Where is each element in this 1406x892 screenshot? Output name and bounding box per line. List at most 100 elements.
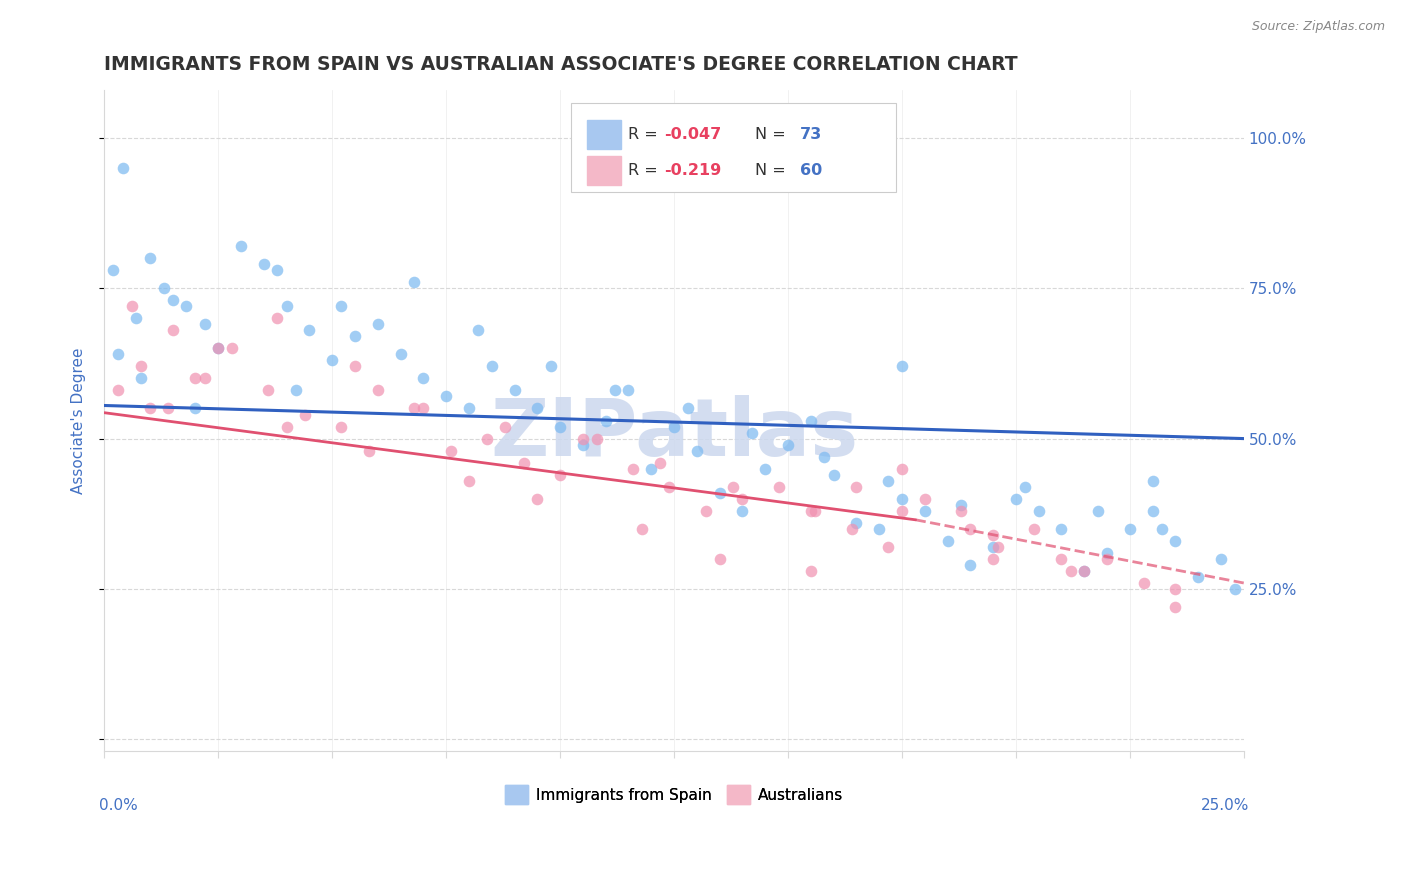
Point [1073, 564, 1095, 578]
Point [276, 419, 298, 434]
Point [266, 263, 288, 277]
Point [813, 450, 835, 464]
Point [981, 528, 1004, 542]
Point [193, 371, 215, 385]
Point [152, 281, 174, 295]
Point [1119, 522, 1142, 536]
Point [157, 401, 180, 416]
Point [321, 353, 343, 368]
Point [741, 425, 763, 440]
Text: 60: 60 [800, 163, 823, 178]
Point [367, 384, 389, 398]
Point [512, 456, 534, 470]
Point [890, 461, 912, 475]
Point [440, 443, 463, 458]
Point [357, 443, 380, 458]
Point [731, 491, 754, 506]
Point [914, 491, 936, 506]
Point [1059, 564, 1081, 578]
Point [1187, 570, 1209, 584]
Point [548, 467, 571, 482]
Point [804, 504, 827, 518]
Point [662, 419, 685, 434]
Point [914, 504, 936, 518]
Point [709, 485, 731, 500]
Point [776, 437, 799, 451]
Point [1095, 546, 1118, 560]
Point [129, 371, 152, 385]
Point [890, 491, 912, 506]
Point [1223, 582, 1246, 596]
Point [877, 540, 900, 554]
Point [658, 480, 681, 494]
Point [1132, 576, 1154, 591]
Point [107, 384, 129, 398]
Point [800, 564, 823, 578]
FancyBboxPatch shape [586, 120, 621, 149]
Text: N =: N = [755, 163, 790, 178]
Point [754, 461, 776, 475]
Legend: Immigrants from Spain, Australians: Immigrants from Spain, Australians [499, 780, 849, 810]
Point [631, 522, 654, 536]
Point [458, 401, 481, 416]
Point [103, 263, 125, 277]
Point [1150, 522, 1173, 536]
Y-axis label: Associate's Degree: Associate's Degree [72, 347, 86, 494]
Point [800, 504, 823, 518]
Point [298, 323, 321, 337]
Point [1164, 582, 1187, 596]
Point [959, 522, 981, 536]
Text: -0.047: -0.047 [665, 127, 721, 142]
Text: R =: R = [628, 163, 664, 178]
Point [950, 504, 973, 518]
Point [981, 552, 1004, 566]
Point [676, 401, 699, 416]
Point [184, 371, 207, 385]
Point [266, 311, 288, 326]
Point [1142, 474, 1164, 488]
Point [868, 522, 890, 536]
Point [686, 443, 709, 458]
Point [125, 311, 148, 326]
Text: 0.0%: 0.0% [98, 797, 138, 813]
Text: Source: ZipAtlas.com: Source: ZipAtlas.com [1251, 20, 1385, 33]
Point [412, 401, 434, 416]
Point [193, 318, 215, 332]
Point [1164, 533, 1187, 548]
Point [572, 437, 595, 451]
Point [494, 419, 516, 434]
Point [585, 432, 607, 446]
Point [540, 359, 562, 374]
Point [207, 341, 229, 355]
Point [890, 359, 912, 374]
Text: -0.219: -0.219 [665, 163, 721, 178]
Point [257, 384, 280, 398]
Text: IMMIGRANTS FROM SPAIN VS AUSTRALIAN ASSOCIATE'S DEGREE CORRELATION CHART: IMMIGRANTS FROM SPAIN VS AUSTRALIAN ASSO… [104, 55, 1018, 74]
Point [1073, 564, 1095, 578]
Point [404, 275, 426, 289]
Text: N =: N = [755, 127, 790, 142]
Point [1050, 552, 1073, 566]
Point [987, 540, 1010, 554]
Text: R =: R = [628, 127, 664, 142]
Text: 73: 73 [800, 127, 823, 142]
Point [1087, 504, 1109, 518]
Point [1005, 491, 1028, 506]
Point [129, 359, 152, 374]
Point [845, 480, 868, 494]
Point [572, 432, 595, 446]
Point [389, 347, 412, 361]
Point [936, 533, 959, 548]
Point [877, 474, 900, 488]
FancyBboxPatch shape [571, 103, 896, 192]
Point [404, 401, 426, 416]
Point [121, 299, 143, 313]
Point [458, 474, 481, 488]
Text: ZIPatlas: ZIPatlas [489, 395, 858, 473]
Point [1164, 600, 1187, 615]
Point [1209, 552, 1232, 566]
Point [650, 456, 672, 470]
Point [959, 558, 981, 572]
Point [229, 239, 252, 253]
Point [1024, 522, 1046, 536]
